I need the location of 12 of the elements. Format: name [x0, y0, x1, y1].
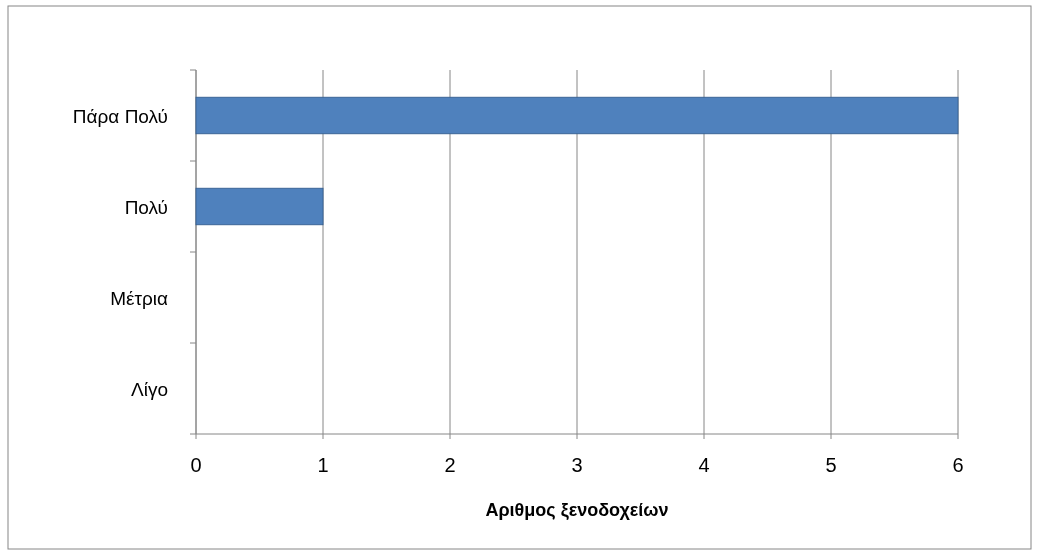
y-tick-label: Πάρα Πολύ	[72, 105, 168, 127]
y-tick-label: Λίγο	[131, 378, 168, 400]
x-axis-title: Αριθμος ξενοδοχείων	[485, 500, 669, 521]
x-tick-label: 3	[571, 454, 583, 476]
x-tick-label: 0	[190, 454, 202, 476]
y-tick-label: Μέτρια	[110, 287, 168, 309]
x-tick-label: 2	[444, 454, 456, 476]
x-tick-label: 4	[698, 454, 710, 476]
x-tick-label: 5	[825, 454, 837, 476]
x-tick-label: 6	[952, 454, 964, 476]
y-tick-label: Πολύ	[124, 196, 168, 218]
x-tick-label: 1	[317, 454, 329, 476]
